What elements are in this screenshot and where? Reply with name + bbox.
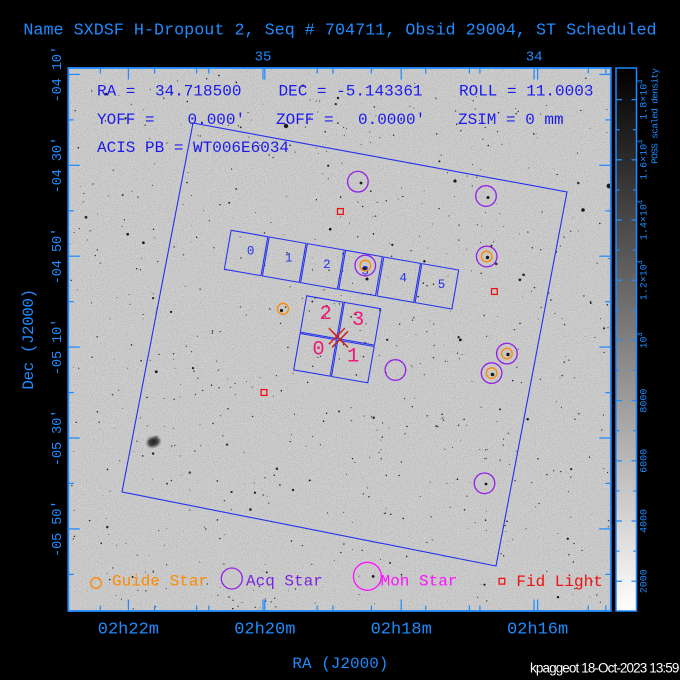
svg-text:1.2×104: 1.2×104 (638, 260, 651, 300)
svg-text:0: 0 (312, 339, 324, 362)
svg-text:8000: 8000 (640, 389, 651, 413)
svg-text:34.718500: 34.718500 (155, 83, 241, 101)
svg-text:ZSIM = 0 mm: ZSIM = 0 mm (458, 111, 564, 129)
svg-text:1: 1 (285, 251, 293, 265)
svg-text:02h16m: 02h16m (507, 621, 568, 640)
svg-text:35: 35 (255, 50, 272, 66)
svg-text:RA =: RA = (97, 83, 135, 101)
svg-text:ROLL = 11.0003: ROLL = 11.0003 (459, 83, 593, 101)
svg-text:02h20m: 02h20m (234, 621, 295, 640)
svg-text:0: 0 (247, 245, 255, 259)
svg-text:ACIS PB = WT006E6034: ACIS PB = WT006E6034 (97, 139, 289, 157)
svg-text:-05 30': -05 30' (50, 410, 66, 466)
svg-text:ZOFF =: ZOFF = (276, 111, 334, 129)
svg-text:Dec (J2000): Dec (J2000) (20, 289, 38, 389)
svg-text:2000: 2000 (640, 569, 651, 593)
svg-text:4000: 4000 (640, 509, 651, 533)
svg-text:-04 50': -04 50' (50, 228, 66, 284)
svg-text:3: 3 (361, 265, 369, 279)
svg-text:Name SXDSF H-Dropout 2, Seq #: Name SXDSF H-Dropout 2, Seq # 704711, Ob… (23, 22, 656, 41)
svg-text:-05 50': -05 50' (50, 501, 66, 557)
svg-text:3: 3 (352, 309, 364, 332)
svg-text:-05 10': -05 10' (50, 319, 66, 375)
svg-text:1.8×104: 1.8×104 (638, 79, 651, 119)
svg-text:2: 2 (323, 258, 331, 272)
svg-text:4: 4 (400, 271, 408, 285)
svg-text:34: 34 (526, 50, 543, 66)
svg-text:POSS scaled density: POSS scaled density (650, 68, 661, 164)
svg-text:0.0000': 0.0000' (358, 111, 425, 129)
svg-text:-04 10': -04 10' (50, 46, 66, 102)
svg-text:DEC = -5.143361: DEC = -5.143361 (279, 83, 423, 101)
svg-text:Acq Star: Acq Star (246, 573, 323, 591)
svg-text:02h18m: 02h18m (371, 621, 432, 640)
svg-text:1.4×104: 1.4×104 (638, 200, 651, 240)
svg-text:6000: 6000 (640, 449, 651, 473)
svg-text:0.000': 0.000' (188, 111, 246, 129)
svg-text:2: 2 (319, 303, 331, 326)
svg-text:02h22m: 02h22m (98, 621, 159, 640)
svg-text:Fid Light: Fid Light (516, 573, 602, 591)
svg-text:Mon Star: Mon Star (381, 573, 458, 591)
svg-text:1.6×104: 1.6×104 (638, 140, 651, 180)
svg-text:kpaggeot 18-Oct-2023 13:59: kpaggeot 18-Oct-2023 13:59 (530, 661, 679, 676)
svg-text:RA (J2000): RA (J2000) (292, 655, 388, 673)
svg-text:5: 5 (438, 278, 446, 292)
svg-text:1: 1 (347, 346, 359, 369)
svg-text:-04 30': -04 30' (50, 137, 66, 193)
svg-text:Guide Star: Guide Star (112, 573, 208, 591)
svg-text:YOFF =: YOFF = (97, 111, 155, 129)
